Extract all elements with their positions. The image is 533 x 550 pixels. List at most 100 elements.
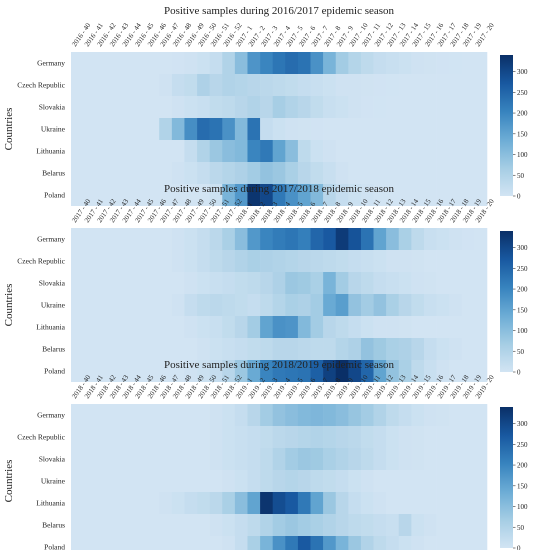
heatmap-cell: [96, 52, 110, 74]
heatmap-cell: [71, 118, 84, 140]
heatmap-cell: [197, 250, 210, 272]
heatmap-cell: [134, 492, 147, 514]
heatmap-cell: [146, 250, 160, 272]
heatmap-cell: [121, 228, 135, 250]
heatmap-cell: [96, 426, 110, 448]
heatmap-cell: [146, 52, 160, 74]
heatmap-cell: [348, 316, 362, 338]
heatmap-cell: [323, 184, 337, 206]
heatmap-cell: [461, 162, 475, 184]
heatmap-cell: [197, 184, 210, 206]
heatmap-cell: [474, 492, 488, 514]
heatmap-cell: [146, 448, 160, 470]
heatmap-cell: [146, 228, 160, 250]
heatmap-cell: [285, 184, 299, 206]
heatmap-cell: [134, 250, 147, 272]
heatmap-cell: [297, 74, 311, 96]
heatmap-cell: [348, 250, 362, 272]
heatmap-cell: [134, 360, 147, 382]
heatmap-cell: [348, 184, 362, 206]
heatmap-cell: [335, 96, 349, 118]
heatmap-cell: [449, 272, 463, 294]
heatmap-cell: [234, 470, 248, 492]
heatmap-cell: [449, 426, 463, 448]
heatmap-cell: [83, 74, 97, 96]
row-label: Ukraine: [41, 301, 66, 310]
heatmap-cell: [222, 492, 236, 514]
heatmap-cell: [184, 52, 198, 74]
heatmap-cell: [260, 272, 273, 294]
heatmap-cell: [310, 250, 324, 272]
row-label: Ukraine: [41, 477, 66, 486]
heatmap-cell: [260, 184, 273, 206]
colorbar-tick-label: 300: [517, 420, 528, 428]
heatmap-cell: [348, 338, 362, 360]
heatmap-cell: [436, 74, 450, 96]
heatmap-cell: [423, 52, 437, 74]
heatmap-cell: [323, 52, 337, 74]
heatmap-cell: [436, 492, 450, 514]
heatmap-cell: [398, 514, 412, 536]
heatmap-cell: [335, 360, 349, 382]
heatmap-cell: [134, 162, 147, 184]
colorbar-tick-label: 300: [517, 68, 528, 76]
heatmap-cell: [360, 470, 374, 492]
heatmap-cell: [398, 162, 412, 184]
colorbar-tick-label: 0: [517, 193, 521, 201]
heatmap-cell: [197, 272, 210, 294]
heatmap-cell: [184, 96, 198, 118]
heatmap-cell: [222, 184, 236, 206]
heatmap-cell: [411, 338, 425, 360]
heatmap-cell: [386, 184, 400, 206]
heatmap-cell: [474, 272, 488, 294]
colorbar-tick-label: 150: [517, 306, 528, 314]
heatmap-cell: [449, 162, 463, 184]
row-labels: Germany Czech Republic Slovakia Ukraine Lith…: [17, 235, 65, 376]
heatmap-cell: [260, 470, 273, 492]
heatmap-cell: [222, 536, 236, 550]
heatmap-cell: [134, 316, 147, 338]
heatmap-cell: [197, 140, 210, 162]
heatmap-cell: [449, 118, 463, 140]
heatmap-cell: [171, 140, 185, 162]
heatmap-cell: [146, 184, 160, 206]
heatmap-cell: [386, 118, 400, 140]
heatmap-cell: [436, 514, 450, 536]
heatmap-cell: [209, 140, 223, 162]
heatmap-cell: [171, 338, 185, 360]
row-label: Lithuania: [36, 499, 65, 508]
heatmap-cell: [285, 448, 299, 470]
colorbar-tick-label: 50: [517, 524, 525, 532]
heatmap-cell: [171, 272, 185, 294]
heatmap-cell: [423, 338, 437, 360]
heatmap-cell: [108, 118, 122, 140]
heatmap-cell: [108, 228, 122, 250]
heatmap-cell: [159, 426, 173, 448]
heatmap-cell: [474, 74, 488, 96]
heatmap-cell: [159, 184, 173, 206]
heatmap-cell: [386, 426, 400, 448]
heatmap-cell: [297, 118, 311, 140]
heatmap-cell: [373, 360, 387, 382]
heatmap-cell: [285, 228, 299, 250]
heatmap-cell: [411, 448, 425, 470]
heatmap-cell: [96, 404, 110, 426]
heatmap-cells: [71, 228, 488, 382]
colorbar-tick-label: 0: [517, 369, 521, 377]
heatmap-cell: [134, 52, 147, 74]
heatmap-cell: [159, 294, 173, 316]
heatmap-cell: [398, 184, 412, 206]
heatmap-cell: [134, 96, 147, 118]
heatmap-cell: [398, 492, 412, 514]
heatmap-cell: [159, 162, 173, 184]
heatmap-cell: [411, 470, 425, 492]
heatmap-cell: [234, 118, 248, 140]
row-label: Lithuania: [36, 323, 65, 332]
heatmap-cell: [398, 294, 412, 316]
heatmap-cell: [121, 426, 135, 448]
heatmap-cell: [297, 162, 311, 184]
heatmap-cell: [83, 162, 97, 184]
heatmap-cell: [411, 74, 425, 96]
heatmap-cell: [323, 470, 337, 492]
heatmap-cell: [436, 228, 450, 250]
